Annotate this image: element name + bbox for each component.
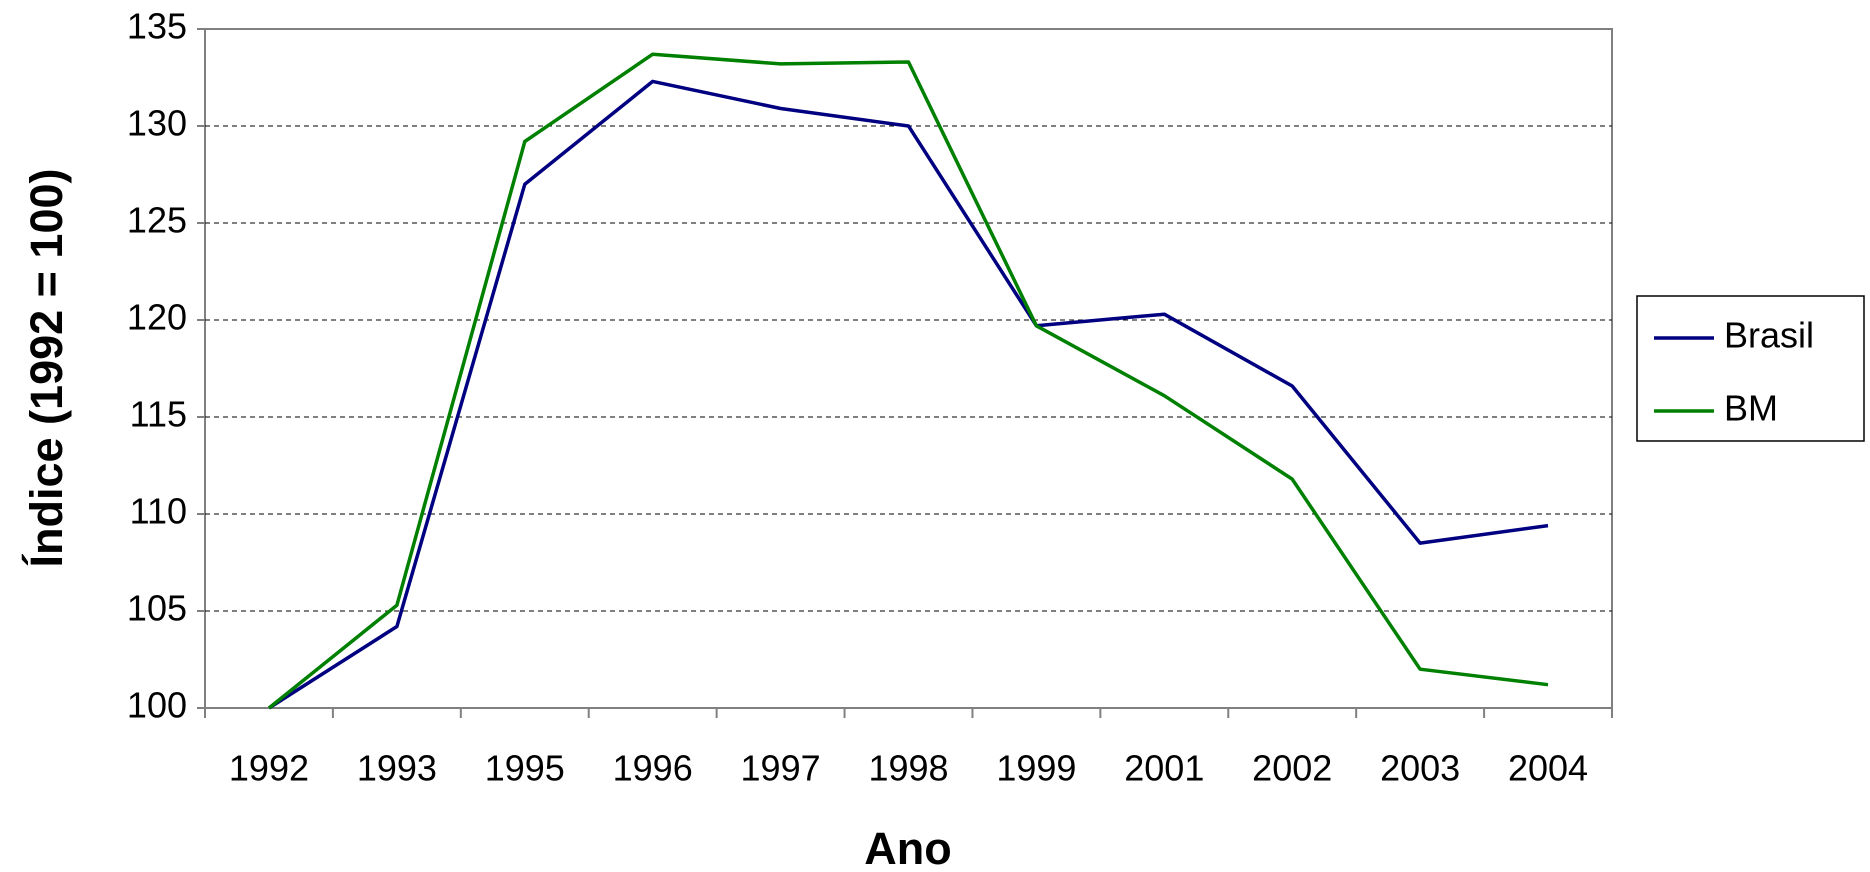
- legend-label: Brasil: [1724, 315, 1814, 356]
- x-tick-label: 1997: [741, 748, 821, 789]
- x-tick-label: 1992: [229, 748, 309, 789]
- x-tick-label: 2002: [1252, 748, 1332, 789]
- x-tick-label: 1998: [868, 748, 948, 789]
- y-tick-label: 130: [127, 103, 187, 144]
- y-tick-label: 110: [130, 491, 187, 532]
- x-tick-label: 1999: [996, 748, 1076, 789]
- x-axis-title: Ano: [864, 823, 951, 872]
- y-tick-label: 100: [127, 685, 187, 726]
- x-tick-label: 2003: [1380, 748, 1460, 789]
- x-tick-label: 1993: [357, 748, 437, 789]
- y-tick-label: 105: [127, 588, 187, 629]
- y-tick-label: 135: [127, 6, 187, 47]
- x-tick-label: 2001: [1124, 748, 1204, 789]
- y-axis-title: Índice (1992 = 100): [21, 169, 72, 568]
- plot-border: [204, 28, 1613, 709]
- y-tick-label: 120: [127, 297, 187, 338]
- x-tick-label: 1996: [613, 748, 693, 789]
- y-tick-label: 115: [130, 394, 187, 435]
- legend-label: BM: [1724, 388, 1778, 429]
- y-tick-label: 125: [127, 200, 187, 241]
- series-line: [268, 79, 1549, 710]
- series-line: [267, 52, 1549, 710]
- legend-box: [1636, 295, 1865, 442]
- x-tick-label: 2004: [1508, 748, 1588, 789]
- x-tick-label: 1995: [485, 748, 565, 789]
